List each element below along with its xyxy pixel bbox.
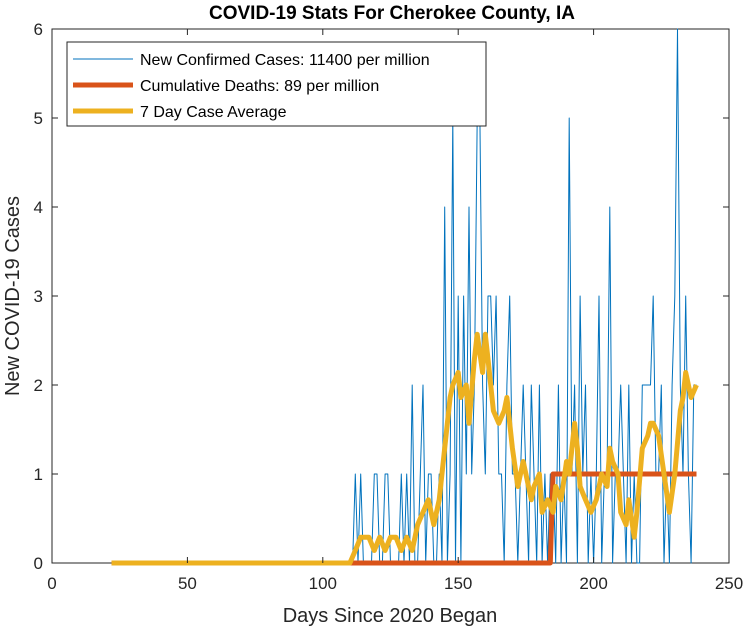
y-tick-label: 2 (34, 376, 43, 395)
x-tick-label: 0 (47, 574, 56, 593)
y-axis-label: New COVID-19 Cases (2, 196, 24, 396)
x-axis-label: Days Since 2020 Began (283, 605, 498, 627)
y-tick-label: 1 (34, 465, 43, 484)
x-tick-label: 50 (178, 574, 197, 593)
y-tick-label: 6 (34, 20, 43, 39)
legend-label-2: Cumulative Deaths: 89 per million (140, 78, 379, 95)
y-tick-label: 4 (34, 198, 43, 217)
chart-title: COVID-19 Stats For Cherokee County, IA (209, 3, 575, 24)
series-line-3 (111, 331, 699, 566)
y-tick-label: 0 (34, 554, 43, 573)
y-axis: 0 1 2 3 4 5 6 (34, 20, 729, 573)
x-tick-label: 200 (579, 574, 607, 593)
y-tick-label: 3 (34, 287, 43, 306)
y-tick-label: 5 (34, 109, 43, 128)
series-line-1 (111, 28, 697, 564)
x-tick-label: 150 (444, 574, 472, 593)
x-tick-label: 100 (309, 574, 337, 593)
legend: New Confirmed Cases: 11400 per million Cu… (66, 41, 487, 127)
x-tick-label: 250 (715, 574, 743, 593)
x-axis: 0 50 100 150 200 250 (47, 29, 743, 593)
legend-box (66, 41, 487, 127)
legend-label-3: 7 Day Case Average (140, 104, 287, 121)
legend-label-1: New Confirmed Cases: 11400 per million (140, 52, 430, 69)
series-group (111, 28, 699, 566)
